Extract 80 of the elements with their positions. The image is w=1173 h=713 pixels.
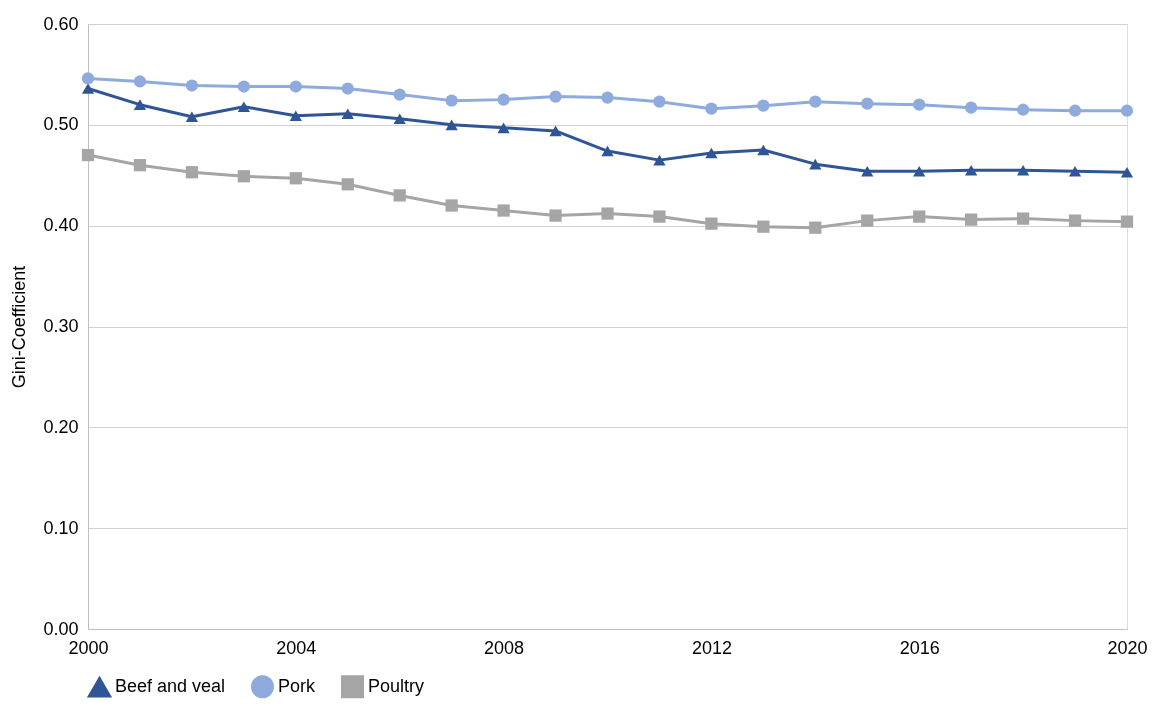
point [913,98,926,111]
point [133,99,147,110]
point [237,101,250,112]
point [1068,165,1082,177]
point [289,80,302,93]
point [757,144,770,156]
point [341,82,354,95]
point [289,110,302,122]
point [913,210,926,223]
point [133,75,147,88]
point [497,93,510,106]
point [757,99,770,112]
y-tick-label: 0.60 [43,13,79,34]
point [81,72,95,85]
point [497,204,510,217]
point [1120,166,1134,178]
point [861,214,874,227]
point [965,101,978,114]
point [237,170,250,183]
point [1016,103,1030,116]
point [81,83,95,94]
legend-label: Pork [278,675,317,696]
point [341,108,354,120]
point [653,154,666,166]
point [393,189,406,202]
point [289,172,302,185]
point [1120,104,1134,117]
point [549,90,562,103]
point [445,119,458,131]
point [601,91,614,104]
point [965,164,978,176]
point [809,158,822,170]
point [445,94,458,107]
point [237,80,250,93]
point [653,210,666,223]
point [809,221,822,234]
point [1068,214,1082,227]
x-tick-label: 2000 [68,637,109,658]
point [757,220,770,233]
point [341,178,354,191]
point [705,147,718,159]
y-tick-label: 0.30 [43,316,79,336]
point [653,95,666,108]
point [393,88,406,101]
legend-label: Poultry [368,675,425,696]
point [861,165,874,177]
x-tick-label: 2020 [1107,637,1148,658]
point [393,113,406,125]
point [1016,164,1030,176]
point [601,145,614,157]
point [185,166,199,179]
point [445,199,458,212]
y-axis-title: Gini-Coefficient [9,265,30,389]
point [705,102,718,115]
legend-label: Beef and veal [115,676,226,697]
point [913,165,926,177]
point [549,125,562,137]
point [1068,104,1082,117]
point [549,209,562,222]
y-tick-label: 0.50 [43,114,79,135]
point [133,159,147,172]
x-tick-label: 2008 [484,637,525,658]
y-tick-label: 0.00 [43,618,79,639]
y-tick-label: 0.10 [43,517,79,538]
x-tick-label: 2016 [899,637,940,658]
x-tick-label: 2012 [691,637,732,658]
point [1120,215,1134,228]
point [861,97,874,110]
point [809,95,822,108]
y-tick-label: 0.40 [43,215,79,236]
point [705,217,718,230]
y-tick-label: 0.20 [43,416,79,437]
point [81,148,95,162]
point [1016,212,1030,225]
point [601,207,614,220]
point [185,79,199,92]
point [965,213,978,226]
x-tick-label: 2004 [276,637,317,658]
point [185,111,199,123]
point [497,122,510,134]
